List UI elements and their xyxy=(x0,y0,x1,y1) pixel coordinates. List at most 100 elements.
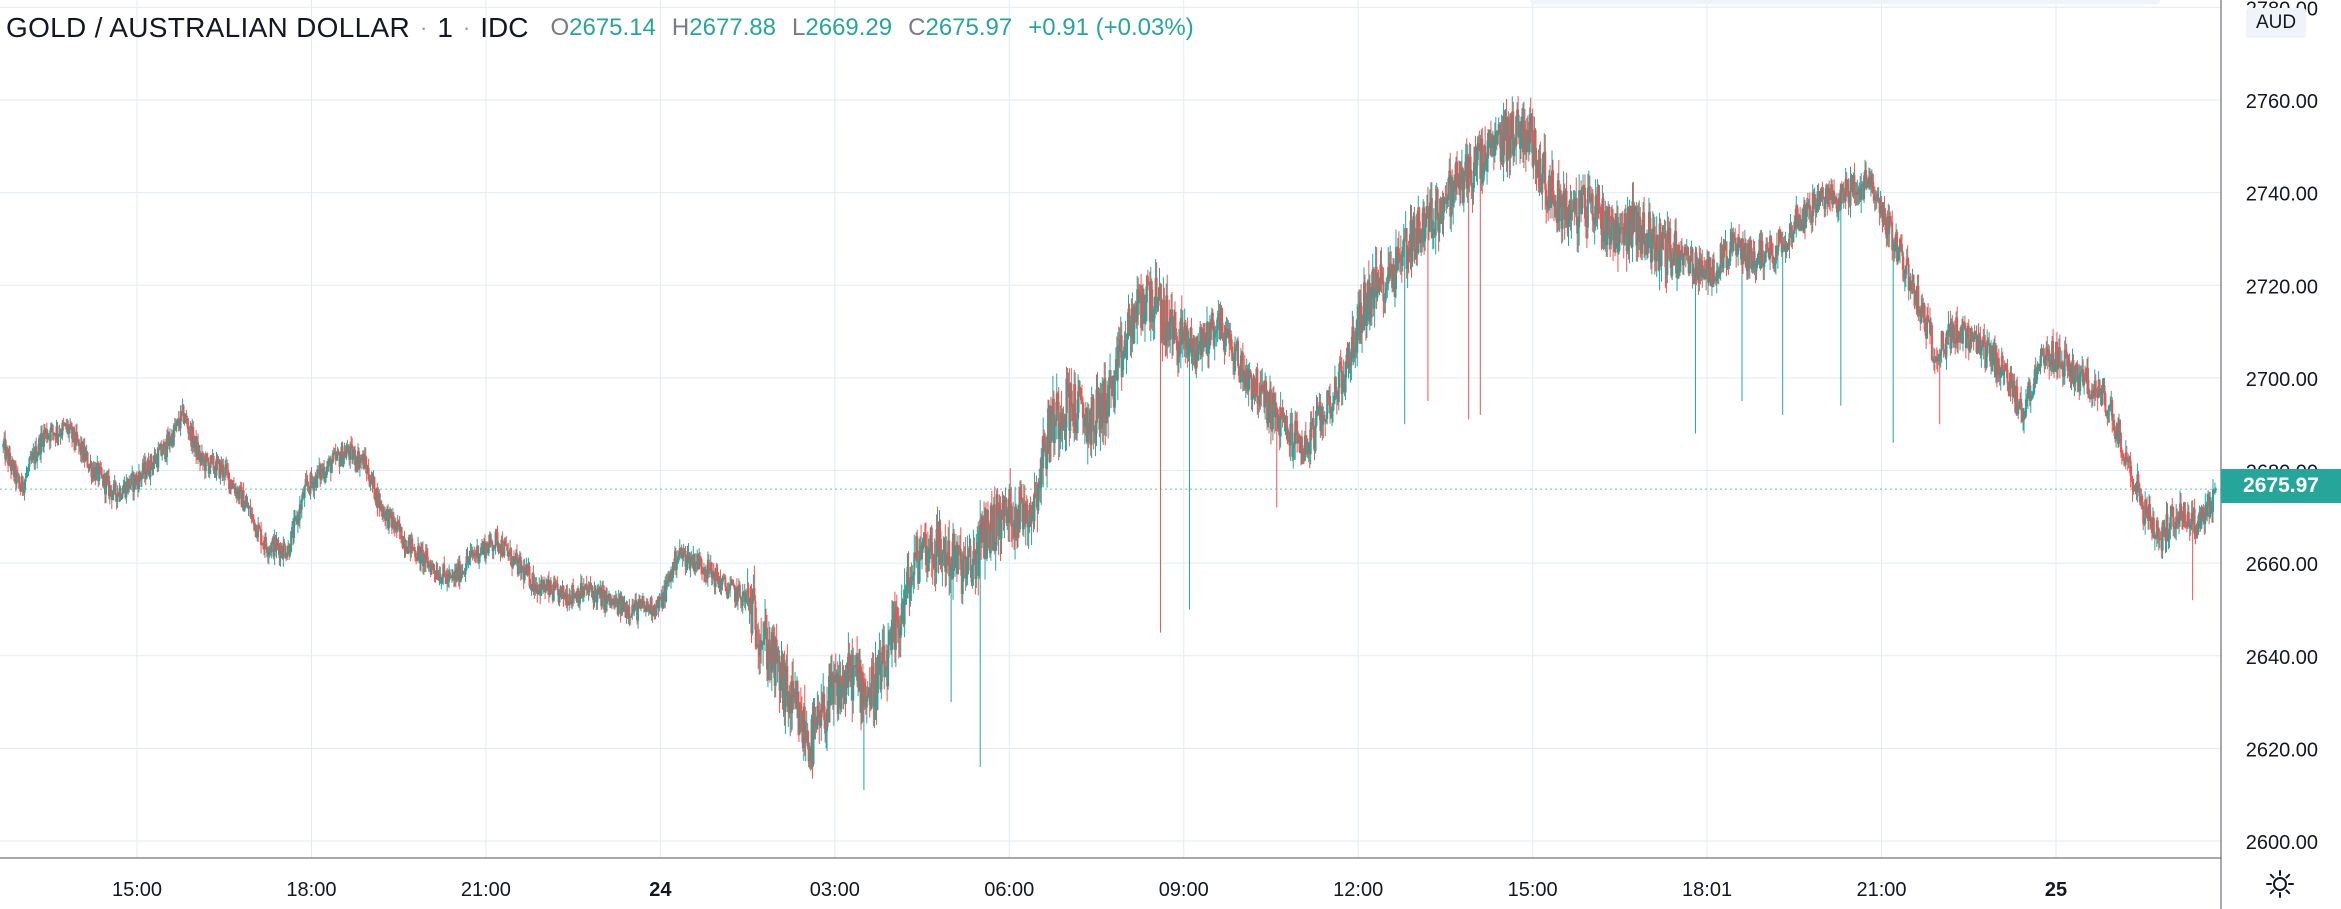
candle-body xyxy=(469,551,472,557)
candle-body xyxy=(793,695,796,699)
candle-body xyxy=(69,423,72,430)
candle-body xyxy=(2013,380,2016,399)
symbol-legend[interactable]: GOLD / AUSTRALIAN DOLLAR · 1 · IDC O 2675… xyxy=(6,10,1194,46)
candle-body xyxy=(1001,513,1004,516)
source-label: IDC xyxy=(480,12,529,43)
candle-body xyxy=(1334,377,1337,391)
candle-body xyxy=(2104,393,2107,413)
candle-body xyxy=(2115,433,2118,439)
candle-body xyxy=(339,459,342,467)
candle-body xyxy=(1018,487,1021,530)
candle-body xyxy=(1817,191,1820,206)
price-tick-label: 2600.00 xyxy=(2246,832,2318,854)
candle-body xyxy=(1710,284,1713,287)
candle-body xyxy=(1942,343,1945,350)
candle-body xyxy=(21,476,24,490)
currency-button[interactable]: AUD xyxy=(2246,8,2306,38)
interval-label[interactable]: 1 xyxy=(437,12,453,43)
candle-body xyxy=(1539,158,1542,186)
candle-body xyxy=(629,617,632,619)
candle-body xyxy=(823,693,826,721)
candle-body xyxy=(2087,388,2090,398)
candle-body xyxy=(884,666,887,678)
candle-body xyxy=(1828,187,1831,200)
candle-body xyxy=(389,509,392,519)
candle-body xyxy=(528,566,531,586)
candle-body xyxy=(459,573,462,582)
candle-body xyxy=(2056,363,2059,370)
candle-body xyxy=(1573,201,1576,210)
candle-body xyxy=(347,446,350,454)
candle-body xyxy=(2079,373,2082,392)
candle-body xyxy=(505,544,508,546)
candle-body xyxy=(2017,408,2020,415)
candle-body xyxy=(1314,425,1317,451)
candle-body xyxy=(1732,234,1735,251)
candle-body xyxy=(2068,360,2071,378)
candle-body xyxy=(1526,130,1529,138)
candle-body xyxy=(1755,261,1758,271)
candle-body xyxy=(1814,198,1817,213)
candle-body xyxy=(140,474,143,480)
candle-body xyxy=(1329,395,1332,407)
candle-body xyxy=(1854,191,1857,195)
candle-body xyxy=(1883,208,1886,214)
candle-body xyxy=(566,593,569,605)
gear-icon[interactable] xyxy=(2262,866,2298,902)
candle-body xyxy=(222,464,225,477)
candle-body xyxy=(1945,332,1948,357)
candle-body xyxy=(745,594,748,596)
candle-body xyxy=(1282,417,1285,422)
candle-body xyxy=(1782,244,1785,246)
candle-body xyxy=(1152,318,1155,322)
candle-body xyxy=(1411,223,1414,262)
candle-body xyxy=(5,446,8,460)
symbol-name[interactable]: GOLD / AUSTRALIAN DOLLAR xyxy=(6,12,410,43)
candle-body xyxy=(257,524,260,538)
candle-body xyxy=(953,551,956,568)
candle-body xyxy=(1390,263,1393,268)
candle-body xyxy=(1736,254,1739,256)
candle-body xyxy=(1728,261,1731,266)
candle-body xyxy=(424,550,427,564)
candle-body xyxy=(825,730,828,734)
candle-body xyxy=(1682,254,1685,266)
candle-body xyxy=(1565,190,1568,224)
candle-body xyxy=(1071,403,1074,408)
candle-body xyxy=(28,458,31,467)
candle-body xyxy=(1753,251,1756,267)
candle-body xyxy=(913,552,916,576)
candle-body xyxy=(1871,174,1874,194)
candle-body xyxy=(888,632,891,646)
candle-body xyxy=(1781,244,1784,253)
candle-body xyxy=(965,574,968,579)
candle-body xyxy=(515,553,518,561)
candle-body xyxy=(258,524,261,529)
candle-body xyxy=(265,547,268,553)
candle-body xyxy=(464,569,467,575)
candle-body xyxy=(215,458,218,476)
candle-body xyxy=(907,566,910,581)
candle-body xyxy=(303,486,306,499)
candle-body xyxy=(331,453,334,464)
candle-body xyxy=(1898,239,1901,252)
candle-body xyxy=(46,436,49,440)
candle-body xyxy=(1896,232,1899,262)
candle-body xyxy=(1598,203,1601,214)
candle-body xyxy=(1974,331,1977,334)
candle-body xyxy=(967,555,970,558)
candle-body xyxy=(1804,216,1807,228)
candle-body xyxy=(1027,526,1030,528)
candle-body xyxy=(1879,203,1882,214)
candle-body xyxy=(1963,324,1966,330)
candle-body xyxy=(2169,517,2172,529)
candle-body xyxy=(1221,322,1224,339)
candle-body xyxy=(512,556,515,568)
candle-body xyxy=(1155,277,1158,308)
candle-body xyxy=(161,454,164,456)
candle-body xyxy=(1819,201,1822,203)
candle-body xyxy=(1678,260,1681,271)
candle-body xyxy=(681,554,684,558)
